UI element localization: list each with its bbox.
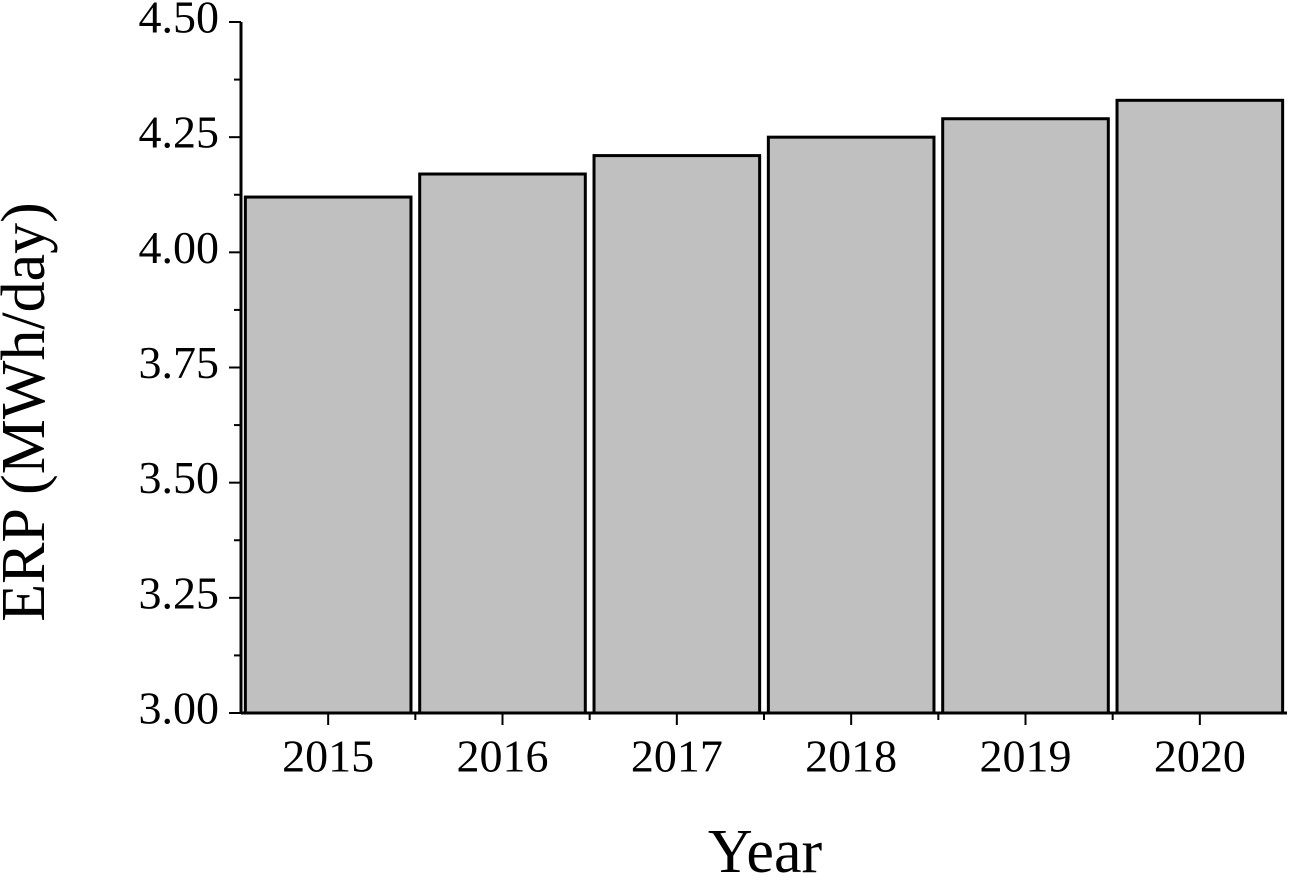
bar	[766, 135, 936, 715]
x-axis-title: Year	[708, 818, 823, 883]
x-tick-label: 2015	[282, 731, 374, 782]
bar	[941, 117, 1110, 715]
bar	[243, 195, 413, 715]
x-tick-label: 2016	[457, 731, 549, 782]
y-tick-label: 4.50	[139, 0, 220, 43]
y-axis-title: ERP (MWh/day)	[0, 202, 58, 622]
bar	[592, 154, 762, 715]
y-tick-label: 3.75	[139, 337, 220, 388]
y-tick-label: 4.00	[139, 222, 220, 273]
y-tick-label: 3.00	[139, 683, 220, 734]
y-tick-label: 4.25	[139, 107, 220, 158]
y-tick-label: 3.25	[139, 567, 220, 618]
x-tick-label: 2018	[805, 731, 897, 782]
bar	[1115, 98, 1285, 715]
y-tick-label: 3.50	[139, 452, 220, 503]
x-tick-label: 2020	[1154, 731, 1246, 782]
x-tick-label: 2019	[980, 731, 1072, 782]
x-tick-label: 2017	[631, 731, 723, 782]
bar	[418, 172, 587, 715]
